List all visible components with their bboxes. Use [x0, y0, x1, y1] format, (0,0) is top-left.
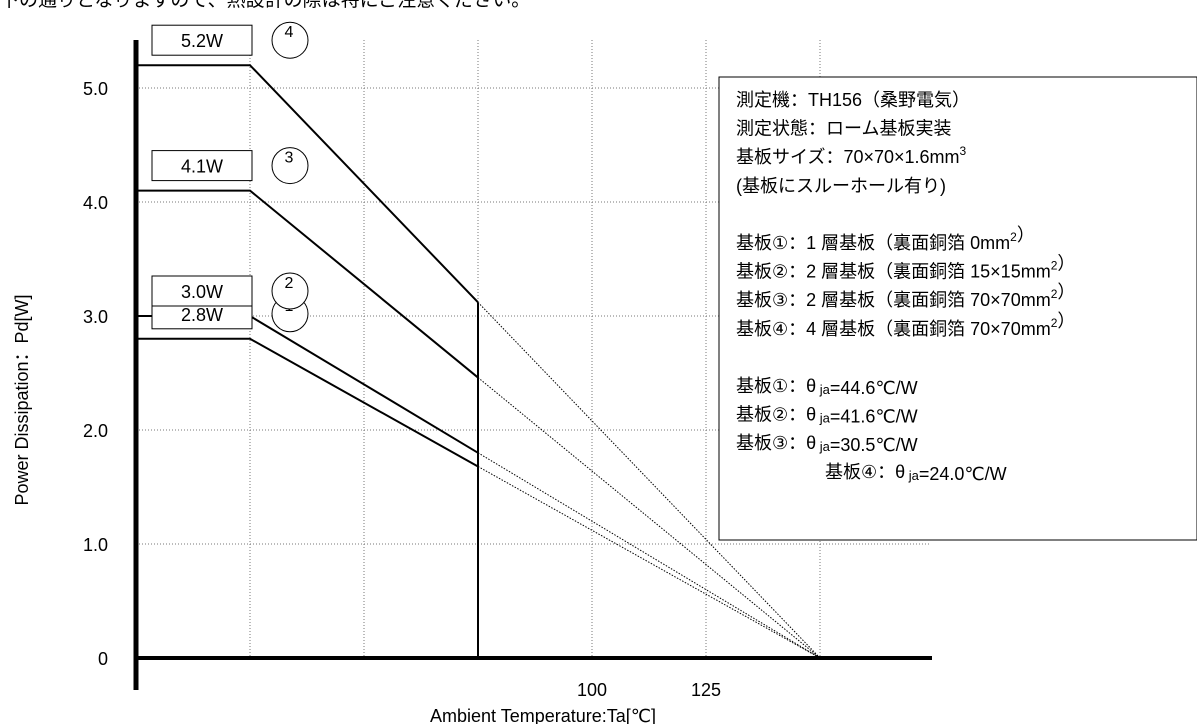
x-tick-label: 125 [691, 680, 721, 700]
info-text-segment: =41.6℃/W [830, 407, 918, 427]
value-label-text: 5.2W [181, 31, 223, 51]
info-text-segment: 測定状態：ローム基板実装 [736, 119, 951, 139]
series-line-1 [136, 337, 479, 468]
y-tick-label: 3.0 [83, 307, 108, 327]
y-tick-label: 5.0 [83, 79, 108, 99]
info-box-line: 測定状態：ローム基板実装 [736, 119, 951, 139]
info-text-segment: 基板①：1 層基板（裏面銅箔 0mm [736, 233, 1010, 253]
info-text-segment: 基板③：θ [736, 433, 816, 453]
info-text-segment: =44.6℃/W [830, 378, 918, 398]
y-tick-label: 1.0 [83, 535, 108, 555]
subscript-text: ja [816, 439, 831, 454]
x-tick-label: 100 [577, 680, 607, 700]
value-label-box [151, 24, 253, 56]
axes: 0 1.0 2.0 3.0 4.0 5.0 100 125 [83, 40, 932, 700]
superscript-text: 2 [1010, 230, 1017, 244]
series-line-3 [136, 189, 479, 379]
info-box-line: 基板サイズ：70×70×1.6mm3 [736, 144, 967, 167]
info-text-segment: ） [1057, 254, 1075, 274]
superscript-text: 2 [1051, 287, 1058, 301]
info-box-frame [718, 76, 1197, 541]
measurement-info-box: 測定機：TH156（桑野電気） 測定状態：ローム基板実装基板サイズ：70×70×1… [718, 76, 1197, 541]
info-text-segment: 測定機：TH156（桑野電気） [736, 90, 970, 110]
info-text-segment: =24.0℃/W [919, 464, 1007, 484]
subscript-text: ja [905, 468, 920, 483]
info-text-segment: =30.5℃/W [830, 435, 918, 455]
subscript-text: ja [816, 411, 831, 426]
info-box-line: 基板①：1 層基板（裏面銅箔 0mm2） [736, 225, 1035, 253]
value-label-text: 3.0W [181, 282, 223, 302]
info-text-segment: ） [1057, 282, 1075, 302]
info-text-segment: (基板にスルーホール有り) [736, 176, 946, 196]
series-marker-number: 4 [285, 24, 294, 41]
extrapolation-line-2 [477, 452, 821, 659]
top-caption-text: 下の通りとなりますので、熱設計の際は特にご注意ください。 [0, 0, 531, 11]
extrapolation-lines [477, 301, 821, 659]
y-tick-label: 0 [98, 649, 108, 669]
superscript-text: 2 [1051, 259, 1058, 273]
info-text-segment: 基板②：θ [736, 405, 816, 425]
superscript-text: 3 [960, 144, 967, 158]
extrapolation-line-4 [477, 301, 821, 659]
superscript-text: 2 [1051, 316, 1058, 330]
info-box-line: 基板④：4 層基板（裏面銅箔 70×70mm2） [736, 311, 1075, 339]
info-text-segment: ） [1017, 225, 1035, 245]
info-box-line: 基板③：2 層基板（裏面銅箔 70×70mm2） [736, 282, 1075, 310]
subscript-text: ja [816, 382, 831, 397]
info-box-line: 測定機：TH156（桑野電気） [736, 90, 970, 110]
info-text-segment: 基板②：2 層基板（裏面銅箔 15×15mm [736, 262, 1051, 282]
x-axis-title: Ambient Temperature:Ta[℃] [430, 706, 656, 724]
info-text-segment: 基板④：θ [825, 462, 905, 482]
info-box-line: (基板にスルーホール有り) [736, 176, 946, 196]
y-tick-label: 4.0 [83, 193, 108, 213]
y-tick-label: 2.0 [83, 421, 108, 441]
info-text-segment: 基板③：2 層基板（裏面銅箔 70×70mm [736, 290, 1051, 310]
series-marker-circle [271, 272, 309, 310]
info-text-segment: 基板サイズ：70×70×1.6mm [736, 147, 960, 167]
y-axis-title: Power Dissipation：Pd[W] [12, 294, 32, 505]
info-text-segment: 基板①：θ [736, 376, 816, 396]
info-box-line: 基板④：θ ja=24.0℃/W [825, 462, 1007, 484]
info-text-segment: ） [1057, 311, 1075, 331]
info-box-line: 基板②：2 層基板（裏面銅箔 15×15mm2） [736, 254, 1075, 282]
value-label-box [151, 150, 253, 182]
series-marker-circle [271, 147, 309, 185]
info-box-line: 基板②：θ ja=41.6℃/W [736, 405, 918, 427]
value-label-box [151, 275, 253, 307]
info-box-line: 基板①：θ ja=44.6℃/W [736, 376, 918, 398]
info-text-segment: 基板④：4 層基板（裏面銅箔 70×70mm [736, 319, 1051, 339]
extrapolation-line-1 [477, 466, 821, 659]
series-marker-number: 3 [285, 150, 294, 167]
series-marker-number: 2 [285, 275, 294, 292]
series-line-4 [136, 64, 479, 304]
value-label-text: 4.1W [181, 157, 223, 177]
series-marker-circle [271, 21, 309, 59]
info-box-line: 基板③：θ ja=30.5℃/W [736, 433, 918, 455]
value-label-text: 2.8W [181, 305, 223, 325]
